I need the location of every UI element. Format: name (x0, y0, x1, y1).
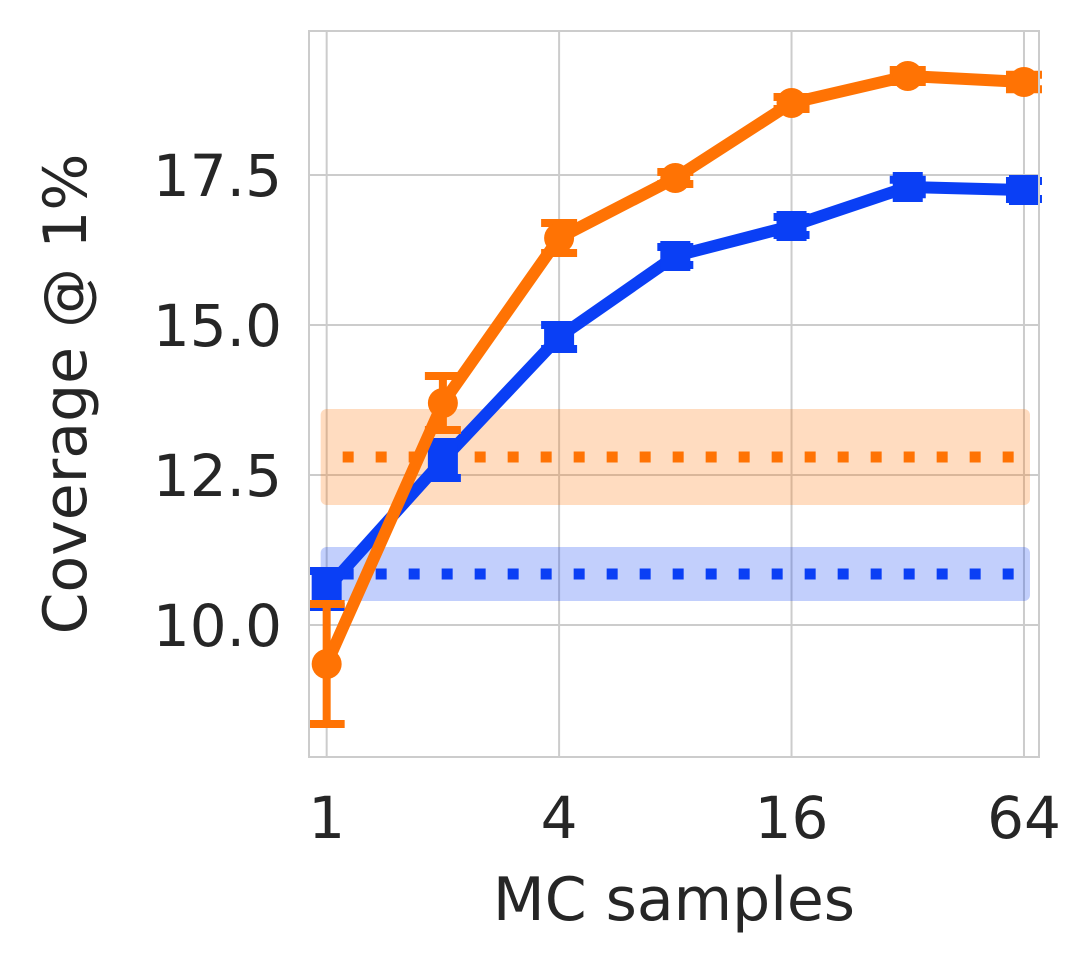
series-blue-point-1 (311, 574, 342, 604)
series-blue-point-16 (776, 211, 807, 241)
x-axis-title: MC samples (493, 865, 855, 935)
y-tick-label-12.5: 12.5 (153, 442, 282, 510)
plot-frame (308, 30, 1040, 758)
series-orange-point-8 (660, 163, 691, 193)
y-tick-label-10.0: 10.0 (153, 592, 282, 660)
series-blue-point-32 (892, 172, 923, 202)
series-orange-point-2 (427, 388, 458, 418)
series-blue-point-8 (660, 241, 691, 271)
series-blue-point-2 (427, 445, 458, 475)
data-series (308, 61, 1042, 728)
tick-labels: 1 4 16 64 10.0 12.5 15.0 17.5 (153, 142, 1061, 852)
series-orange (308, 61, 1042, 728)
series-blue-point-64 (1008, 175, 1039, 205)
series-orange-point-16 (776, 88, 807, 118)
reference-bands (320, 409, 1030, 601)
series-orange-point-32 (892, 61, 923, 91)
series-orange-point-1 (311, 649, 342, 679)
series-blue-point-4 (544, 322, 575, 352)
grid (309, 31, 1039, 757)
x-tick-label-1: 1 (308, 784, 345, 852)
y-axis-title: Coverage @ 1% (31, 154, 101, 635)
x-tick-label-16: 16 (755, 784, 829, 852)
y-tick-label-15.0: 15.0 (153, 292, 282, 360)
y-tick-label-17.5: 17.5 (153, 142, 282, 210)
x-tick-label-64: 64 (987, 784, 1061, 852)
x-tick-label-4: 4 (541, 784, 578, 852)
series-orange-point-4 (544, 223, 575, 253)
series-orange-point-64 (1008, 67, 1039, 97)
